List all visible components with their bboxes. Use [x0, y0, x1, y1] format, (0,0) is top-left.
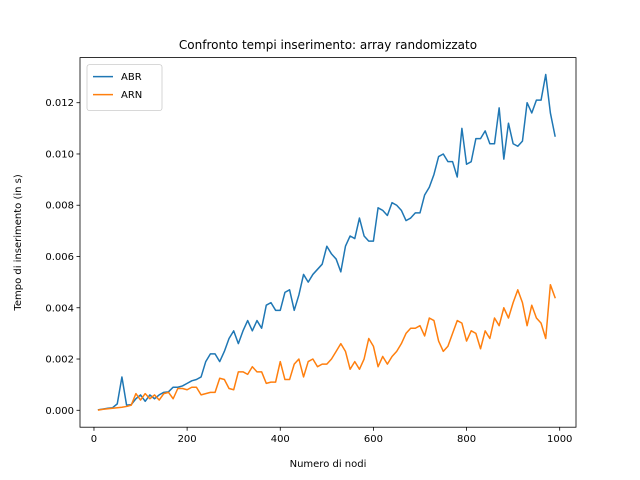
y-tick-label: 0.008 — [45, 201, 74, 212]
x-tick-label: 800 — [457, 434, 476, 445]
legend-label-arn: ARN — [121, 90, 142, 101]
x-tick-label: 200 — [178, 434, 197, 445]
y-tick-label: 0.012 — [45, 98, 74, 109]
series-line-abr — [97, 73, 556, 411]
y-tick-label: 0.010 — [45, 149, 74, 160]
x-tick-label: 400 — [271, 434, 290, 445]
series-line-arn — [97, 283, 557, 411]
series-layer — [97, 73, 557, 411]
x-tick-label: 0 — [91, 434, 97, 445]
chart-title: Confronto tempi inserimento: array rando… — [179, 38, 477, 52]
y-axis: 0.000 0.002 0.004 0.006 0.008 0.010 0.012 — [45, 98, 80, 417]
plot-frame — [79, 57, 577, 428]
y-tick-label: 0.004 — [45, 303, 74, 314]
y-tick-label: 0.000 — [45, 406, 74, 417]
x-tick-label: 1000 — [547, 434, 572, 445]
y-tick-label: 0.006 — [45, 252, 74, 263]
legend-label-abr: ABR — [121, 72, 142, 83]
legend: ABR ARN — [86, 64, 163, 111]
x-tick-label: 600 — [364, 434, 383, 445]
y-tick-label: 0.002 — [45, 355, 74, 366]
x-axis-label: Numero di nodi — [290, 459, 367, 470]
y-axis-label: Tempo di inserimento (in s) — [13, 174, 24, 311]
x-axis: 0 200 400 600 800 1000 — [91, 427, 572, 445]
